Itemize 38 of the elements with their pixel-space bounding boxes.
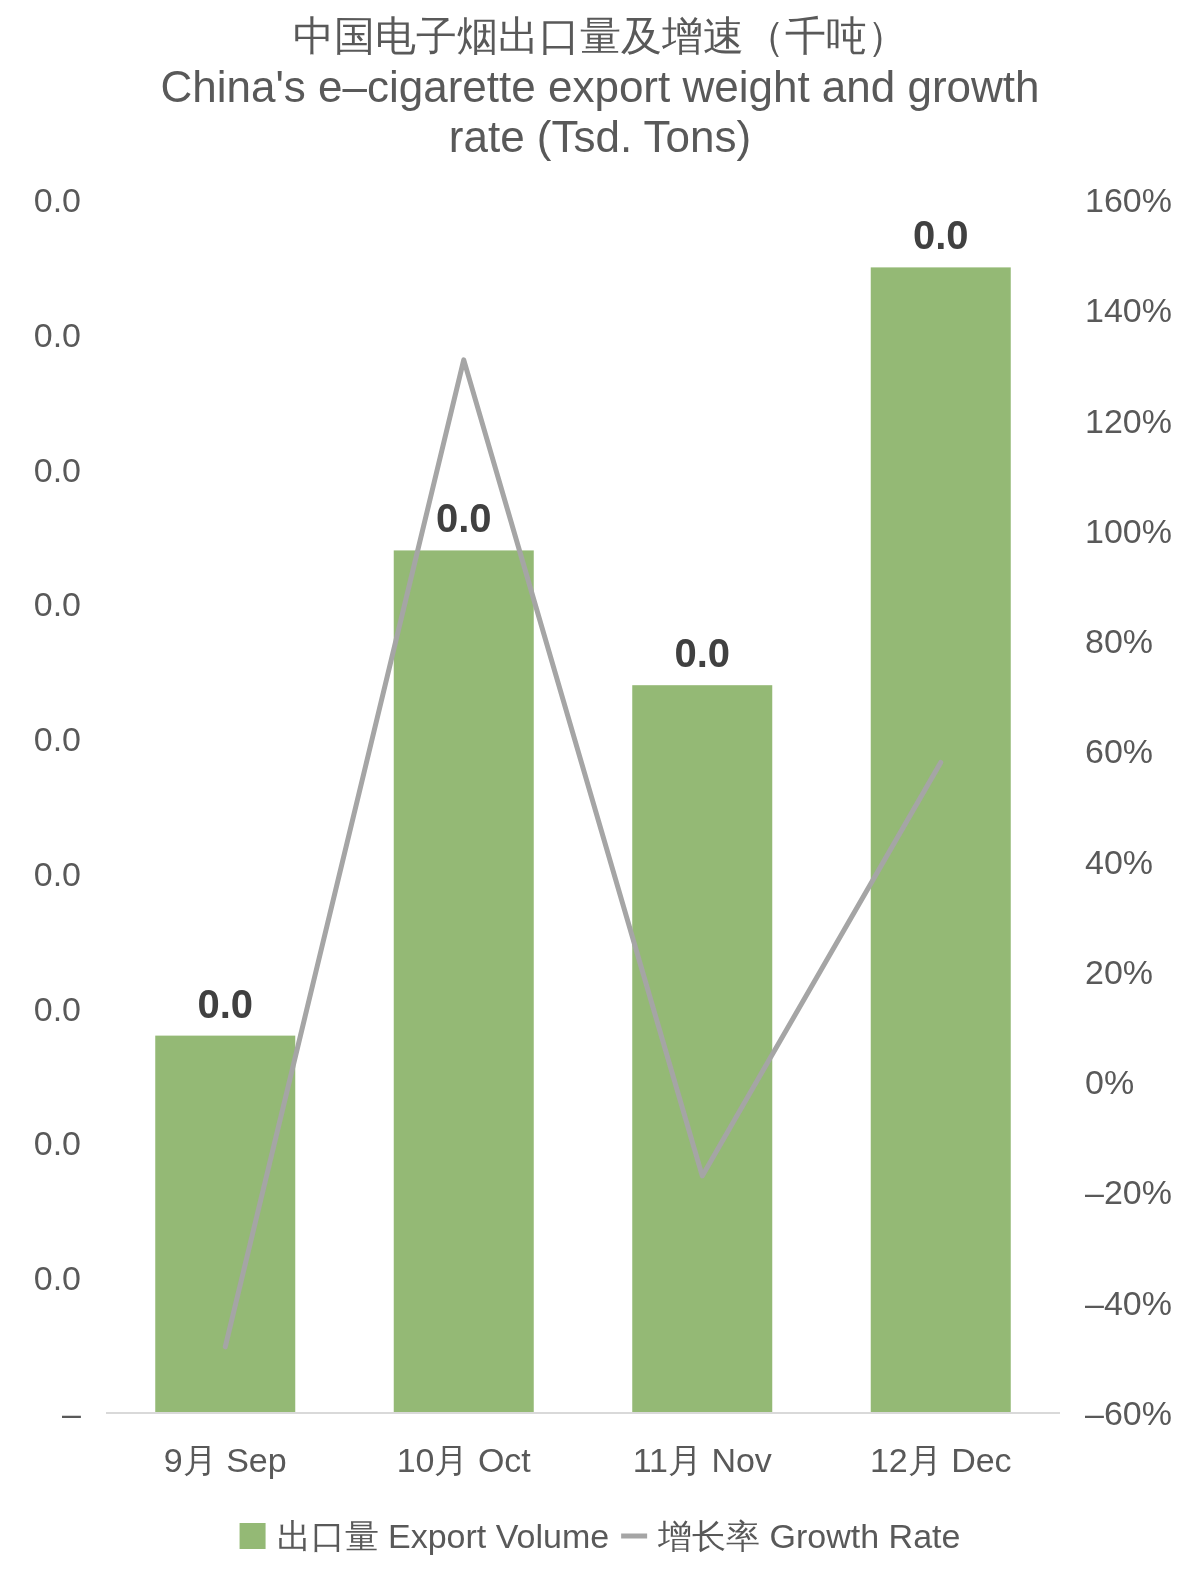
data-label: 0.0: [197, 981, 254, 1026]
y-tick-label: 0.0: [33, 989, 81, 1028]
x-tick-label: 11月 Nov: [632, 1441, 772, 1479]
y-tick-label: –: [62, 1394, 82, 1432]
legend-label: 出口量 Export Volume: [276, 1517, 610, 1555]
y-tick-label: 0.0: [33, 181, 81, 219]
bar: [393, 550, 534, 1413]
data-label: 0.0: [912, 213, 969, 258]
y-tick-label: 0.0: [33, 315, 81, 354]
y2-tick-label: –40%: [1085, 1283, 1172, 1322]
y2-tick-label: 20%: [1085, 952, 1154, 991]
y-tick-label: 0.0: [33, 585, 81, 624]
y2-tick-label: 40%: [1085, 842, 1154, 881]
y-tick-label: 0.0: [33, 1259, 81, 1298]
x-tick-label: 9月 Sep: [163, 1441, 287, 1479]
y-tick-label: 0.0: [33, 450, 81, 489]
x-tick-label: 10月 Oct: [396, 1441, 532, 1479]
chart-title: 中国电子烟出口量及增速（千吨）: [292, 13, 908, 59]
bar: [870, 267, 1011, 1413]
y-tick-label: 0.0: [33, 1124, 81, 1163]
y2-tick-label: 120%: [1085, 401, 1172, 440]
y2-tick-label: 80%: [1085, 622, 1154, 661]
y2-tick-label: –20%: [1085, 1173, 1172, 1212]
y-tick-label: 0.0: [33, 720, 81, 759]
bar: [155, 1035, 296, 1413]
y2-tick-label: 100%: [1085, 511, 1172, 550]
bar: [632, 685, 773, 1413]
y2-tick-label: 60%: [1085, 732, 1154, 771]
x-tick-label: 12月 Dec: [869, 1441, 1012, 1479]
y-tick-label: 0.0: [33, 854, 81, 893]
y2-tick-label: 140%: [1085, 291, 1172, 330]
y2-tick-label: –60%: [1085, 1394, 1172, 1432]
legend-label: 增长率 Growth Rate: [657, 1517, 961, 1555]
y2-tick-label: 160%: [1085, 181, 1172, 219]
y2-tick-label: 0%: [1085, 1063, 1135, 1102]
chart-subtitle: China's e–cigarette export weight and growth rate (Tsd. Tons): [160, 61, 1040, 161]
data-label: 0.0: [435, 496, 492, 541]
data-label: 0.0: [674, 631, 731, 676]
